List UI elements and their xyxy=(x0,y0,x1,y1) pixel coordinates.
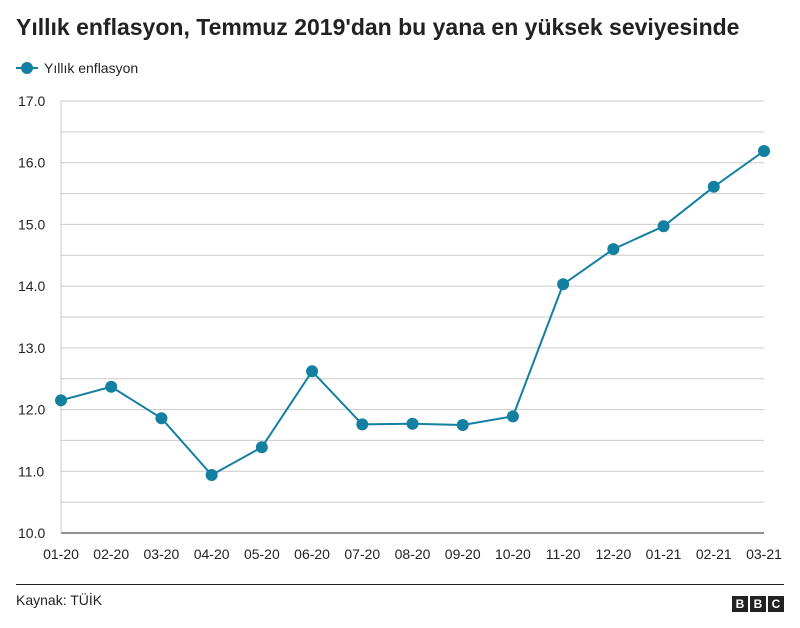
y-tick-label: 15.0 xyxy=(18,216,45,232)
source-note: Kaynak: TÜİK xyxy=(16,592,103,608)
x-tick-label: 05-20 xyxy=(244,546,280,562)
data-point xyxy=(557,278,570,291)
data-point xyxy=(255,441,268,454)
x-tick-label: 11-20 xyxy=(546,546,581,562)
x-tick-label: 03-21 xyxy=(746,546,782,562)
data-point xyxy=(306,365,319,378)
x-tick-label: 01-20 xyxy=(43,546,79,562)
x-tick-label: 06-20 xyxy=(294,546,330,562)
line-chart: 10.0 11.0 12.0 13.0 14.0 15.0 16.0 17.0 01-20 02-… xyxy=(18,93,782,562)
legend-marker-icon xyxy=(16,61,38,75)
y-tick-label: 11.0 xyxy=(18,463,44,479)
legend: Yıllık enflasyon xyxy=(16,60,138,76)
x-tick-label: 08-20 xyxy=(395,546,431,562)
x-tick-label: 09-20 xyxy=(445,546,481,562)
data-point xyxy=(707,180,720,193)
bbc-logo: B B C xyxy=(732,596,784,612)
y-tick-label: 17.0 xyxy=(18,93,45,109)
chart-title: Yıllık enflasyon, Temmuz 2019'dan bu yan… xyxy=(16,14,740,40)
data-point xyxy=(55,394,67,407)
data-point xyxy=(155,412,168,425)
data-point xyxy=(105,380,118,393)
x-tick-label: 02-21 xyxy=(696,546,732,562)
x-tick-label: 03-20 xyxy=(144,546,180,562)
data-point xyxy=(406,417,419,430)
y-tick-label: 16.0 xyxy=(18,155,45,171)
data-point xyxy=(657,220,670,233)
data-point xyxy=(456,419,469,431)
data-point xyxy=(356,418,369,431)
data-point xyxy=(758,144,770,157)
legend-label: Yıllık enflasyon xyxy=(44,60,139,76)
y-tick-label: 14.0 xyxy=(18,278,45,294)
x-tick-label: 07-20 xyxy=(344,546,380,562)
footer-divider xyxy=(16,584,784,585)
x-tick-label: 01-21 xyxy=(646,546,682,562)
x-tick-label: 02-20 xyxy=(93,546,129,562)
y-tick-label: 12.0 xyxy=(18,402,45,418)
x-tick-label: 12-20 xyxy=(595,546,631,562)
data-point xyxy=(607,243,620,256)
x-tick-label: 04-20 xyxy=(194,546,230,562)
data-point xyxy=(506,410,519,423)
y-tick-label: 10.0 xyxy=(18,525,45,541)
y-tick-label: 13.0 xyxy=(18,340,45,356)
x-tick-label: 10-20 xyxy=(495,546,531,562)
data-point xyxy=(205,468,218,481)
